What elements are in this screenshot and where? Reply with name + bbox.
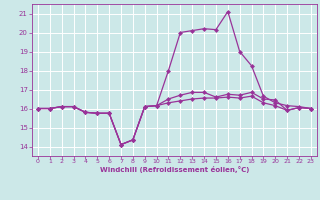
X-axis label: Windchill (Refroidissement éolien,°C): Windchill (Refroidissement éolien,°C) <box>100 166 249 173</box>
